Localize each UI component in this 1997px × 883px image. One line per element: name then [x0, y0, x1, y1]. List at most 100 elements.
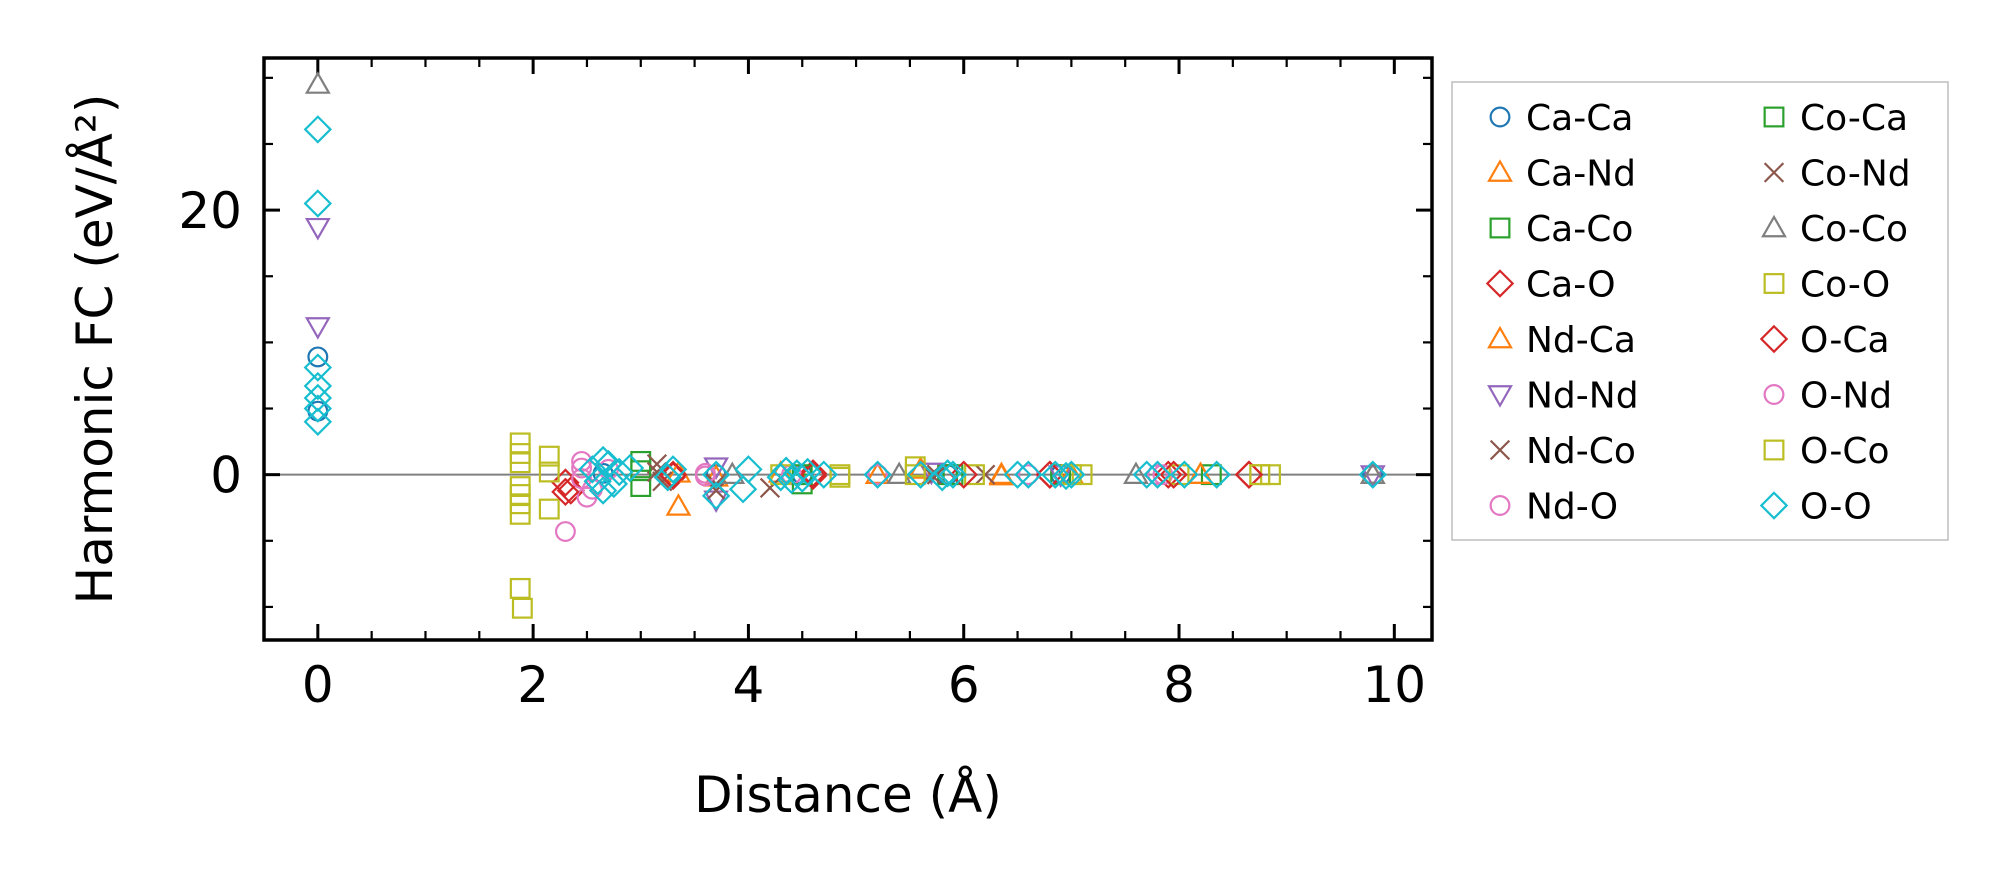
data-point — [599, 469, 629, 499]
data-point — [1249, 464, 1271, 486]
legend-label: Co-Ca — [1800, 98, 1908, 139]
data-point — [630, 476, 652, 498]
data-point — [1132, 460, 1161, 489]
data-points — [303, 71, 1387, 619]
data-point — [538, 445, 560, 467]
legend-marker — [1487, 325, 1513, 349]
data-point — [949, 460, 978, 489]
legend-marker — [1487, 159, 1513, 182]
legend-item: Nd-O — [1489, 487, 1618, 528]
data-point — [307, 346, 329, 368]
data-point — [1051, 461, 1081, 491]
data-point — [1123, 461, 1149, 485]
data-point — [701, 481, 731, 511]
data-point — [1071, 464, 1093, 486]
data-point — [728, 475, 758, 504]
legend-item: Ca-Nd — [1487, 154, 1636, 195]
data-point — [734, 455, 763, 484]
data-point — [588, 476, 618, 505]
legend-label: Ca-Nd — [1526, 154, 1636, 195]
x-tick-label: 10 — [1363, 656, 1427, 714]
data-point — [571, 457, 593, 479]
series-co-o — [509, 432, 1281, 619]
legend-label: Nd-Nd — [1526, 376, 1639, 417]
data-point — [1359, 461, 1386, 485]
legend-item: Ca-O — [1485, 265, 1616, 306]
data-point — [551, 477, 580, 507]
legend-marker — [1485, 269, 1515, 298]
legend-marker — [1489, 439, 1511, 461]
legend-item: Co-O — [1763, 265, 1890, 306]
data-point — [509, 484, 531, 505]
legend-label: Co-Nd — [1800, 154, 1911, 195]
data-point — [538, 498, 560, 520]
data-point — [867, 464, 889, 486]
legend-item: O-Nd — [1763, 376, 1892, 417]
series-co-co — [304, 71, 1386, 485]
y-tick-labels: 0 20 — [178, 182, 242, 505]
legend-label: Ca-Ca — [1526, 98, 1633, 139]
data-point — [538, 461, 560, 483]
legend-marker — [1761, 214, 1787, 238]
data-point — [933, 459, 962, 488]
data-point — [1202, 460, 1231, 489]
legend-marker — [1489, 217, 1511, 239]
data-point — [829, 466, 851, 488]
data-point — [703, 464, 730, 487]
data-point — [556, 476, 586, 505]
legend-marker — [1763, 162, 1785, 183]
legend-label: Nd-O — [1526, 487, 1618, 528]
data-point — [571, 468, 593, 490]
data-point — [509, 432, 531, 454]
data-point — [1147, 464, 1168, 486]
data-point — [701, 460, 731, 489]
data-point — [509, 577, 531, 599]
legend-items: Ca-Ca Ca-Nd Ca-Co Ca-O Nd-Ca Nd-Nd Nd-Co Nd-O Co… — [1485, 98, 1911, 528]
legend: Ca-Ca Ca-Nd Ca-Co Ca-O Nd-Ca Nd-Nd Nd-Co Nd-O Co… — [1451, 81, 1949, 541]
data-point — [1003, 460, 1032, 489]
data-point — [303, 115, 333, 144]
x-tick-labels: 0 2 4 6 8 10 — [302, 656, 1426, 714]
data-point — [938, 460, 968, 489]
data-point — [863, 460, 892, 489]
x-axis-title: Distance (Å) — [694, 766, 1002, 824]
data-point — [303, 189, 333, 218]
legend-marker — [1763, 439, 1785, 461]
data-point — [304, 71, 331, 94]
legend-label: Nd-Ca — [1526, 320, 1636, 361]
data-point — [759, 477, 781, 499]
legend-marker — [1487, 385, 1513, 408]
x-tick-label: 4 — [733, 656, 765, 714]
data-point — [809, 460, 838, 489]
data-point — [1358, 460, 1387, 489]
data-point — [554, 521, 576, 542]
x-tick-label: 0 — [302, 656, 334, 714]
x-tick-label: 6 — [948, 656, 980, 714]
data-point — [653, 463, 682, 492]
data-point — [583, 467, 612, 496]
legend-label: Nd-Co — [1526, 431, 1636, 472]
axis-ticks — [264, 58, 1432, 640]
legend-item: Nd-Ca — [1487, 320, 1636, 361]
data-point — [303, 394, 333, 423]
data-point — [658, 460, 688, 489]
data-point — [793, 457, 822, 487]
data-point — [511, 597, 533, 619]
data-point — [864, 461, 891, 485]
data-point — [605, 457, 634, 487]
data-point — [578, 455, 607, 484]
legend-label: Ca-O — [1526, 265, 1616, 306]
legend-label: Ca-Co — [1526, 209, 1633, 250]
data-point — [906, 460, 935, 489]
data-point — [886, 461, 913, 485]
data-point — [551, 468, 580, 497]
plot-area — [262, 56, 1434, 642]
data-point — [1234, 460, 1264, 489]
legend-item: O-O — [1759, 487, 1872, 528]
data-point — [615, 453, 645, 483]
legend-item: Nd-Co — [1489, 431, 1636, 472]
legend-marker — [1763, 273, 1785, 294]
data-point — [1359, 465, 1386, 488]
data-point — [1057, 460, 1086, 489]
